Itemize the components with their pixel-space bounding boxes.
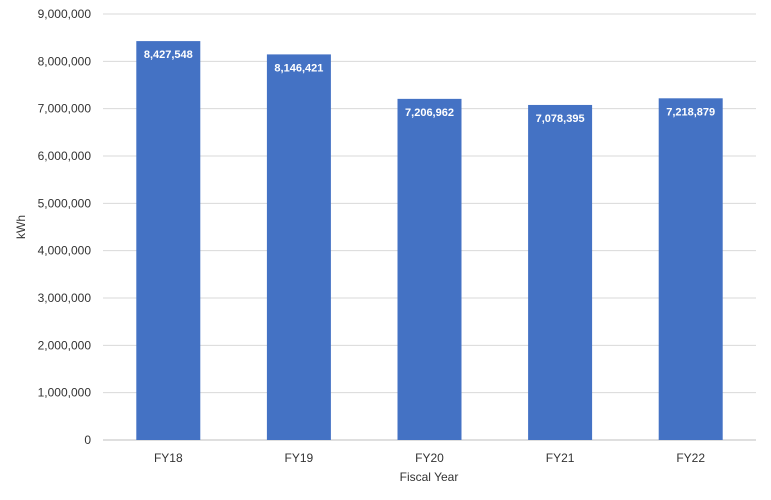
x-tick-label: FY19 xyxy=(285,451,314,465)
bar-fy18 xyxy=(136,41,201,440)
data-label-fy20: 7,206,962 xyxy=(405,107,454,119)
y-tick-label: 2,000,000 xyxy=(38,338,92,352)
x-axis-title: Fiscal Year xyxy=(400,470,459,484)
y-tick-label: 5,000,000 xyxy=(38,196,92,210)
data-label-fy18: 8,427,548 xyxy=(144,49,193,61)
bar-fy22 xyxy=(658,98,723,440)
bar-fy20 xyxy=(397,98,462,440)
x-tick-label: FY20 xyxy=(415,451,444,465)
y-tick-label: 3,000,000 xyxy=(38,291,92,305)
y-tick-label: 9,000,000 xyxy=(38,7,92,21)
data-label-fy19: 8,146,421 xyxy=(274,62,323,74)
bar-fy21 xyxy=(528,104,593,441)
y-tick-label: 1,000,000 xyxy=(38,386,92,400)
x-tick-label: FY22 xyxy=(676,451,705,465)
data-label-fy21: 7,078,395 xyxy=(536,113,585,125)
bars: 8,427,548 8,146,421 7,206,962 7,078,395 7,21… xyxy=(136,41,723,441)
y-tick-label: 8,000,000 xyxy=(38,54,92,68)
y-axis-ticks: 0 1,000,000 2,000,000 3,000,000 4,000,000 5,0… xyxy=(38,7,92,447)
y-tick-label: 6,000,000 xyxy=(38,149,92,163)
y-tick-label: 4,000,000 xyxy=(38,244,92,258)
y-tick-label: 0 xyxy=(84,433,91,447)
x-axis-ticks: FY18 FY19 FY20 FY21 FY22 xyxy=(154,451,705,465)
x-tick-label: FY18 xyxy=(154,451,183,465)
y-axis-title: kWh xyxy=(14,215,28,239)
bar-fy19 xyxy=(266,54,331,440)
y-tick-label: 7,000,000 xyxy=(38,102,92,116)
x-tick-label: FY21 xyxy=(546,451,575,465)
data-label-fy22: 7,218,879 xyxy=(666,106,715,118)
